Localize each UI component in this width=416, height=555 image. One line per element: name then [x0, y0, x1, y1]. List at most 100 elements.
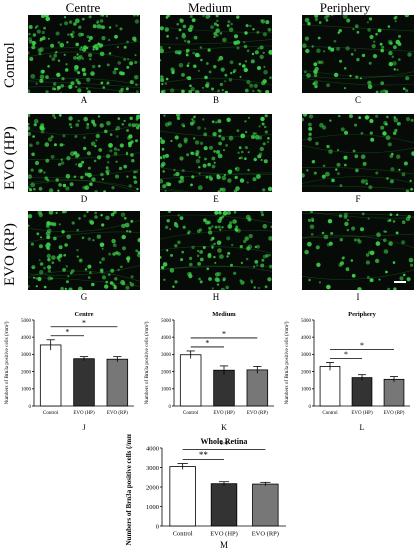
cell-dot [236, 46, 240, 50]
fibre [302, 69, 414, 77]
cell-dot [112, 243, 117, 248]
cell-dot [88, 15, 92, 19]
cell-dot [393, 16, 397, 20]
cell-dot [187, 62, 190, 65]
cell-dot [327, 219, 333, 224]
cell-dot [57, 85, 61, 90]
cell-dot [128, 143, 132, 148]
cell-dot [55, 31, 60, 36]
cell-dot [214, 277, 220, 282]
cell-dot [354, 24, 359, 29]
cell-dot [55, 211, 58, 214]
cell-dot [248, 233, 253, 239]
cell-dot [88, 219, 93, 223]
cell-dot [165, 153, 169, 158]
cell-dot [220, 67, 225, 72]
cell-dot [135, 249, 139, 253]
y-tick-label: 2000 [21, 370, 32, 375]
cell-dot [89, 271, 92, 275]
cell-dot [107, 273, 111, 276]
cell-dot [227, 178, 232, 183]
cell-dot [47, 65, 50, 68]
fibre [160, 89, 232, 93]
cell-dot [325, 19, 329, 22]
cell-dot [74, 85, 78, 89]
cell-dot [304, 36, 309, 41]
cell-dot [50, 43, 55, 48]
cell-dot [197, 185, 203, 191]
cell-dot [218, 55, 224, 61]
cell-dot [71, 30, 75, 34]
cell-dot [246, 246, 251, 251]
cell-dot [398, 58, 401, 61]
chart-title: Whole Retina [201, 437, 248, 446]
cell-dot [88, 35, 93, 41]
cell-dot [338, 29, 342, 33]
cell-dot [30, 74, 36, 79]
cell-dot [162, 154, 166, 158]
cell-dot [105, 154, 111, 159]
cell-dot [404, 15, 410, 18]
cell-dot [387, 25, 391, 28]
cell-dot [96, 43, 102, 49]
cell-dot [251, 135, 255, 139]
cell-dot [86, 77, 91, 82]
cell-dot [28, 174, 33, 179]
cell-dot [339, 59, 343, 63]
cell-dot [351, 273, 356, 278]
micrograph-g [28, 211, 140, 290]
cell-dot [28, 186, 30, 189]
cell-dot [231, 243, 234, 247]
cell-dot [117, 61, 121, 65]
cell-dot [410, 263, 414, 267]
cell-dot [302, 117, 304, 122]
cell-dot [227, 20, 231, 24]
cell-dot [216, 150, 220, 154]
cell-dot [134, 123, 139, 128]
y-tick-label: 4000 [161, 336, 172, 341]
cell-dot [160, 75, 163, 78]
cell-dot [219, 82, 224, 87]
cell-dot [398, 34, 401, 38]
cell-dot [115, 24, 118, 27]
cell-dot [262, 51, 265, 54]
cell-dot [56, 255, 61, 260]
cell-dot [34, 160, 40, 166]
cell-dot [234, 167, 237, 170]
cell-dot [160, 48, 164, 54]
cell-dot [73, 67, 79, 72]
cell-dot [127, 135, 132, 140]
cell-dot [126, 65, 130, 69]
cell-dot [205, 175, 209, 179]
cell-dot [263, 65, 266, 68]
cell-dot [403, 161, 408, 166]
cell-dot [60, 84, 64, 88]
cell-dot [236, 15, 240, 19]
cell-dot [43, 266, 46, 270]
cell-dot [180, 89, 185, 93]
cell-dot [173, 222, 179, 228]
cell-dot [135, 170, 138, 173]
cell-dot [87, 264, 92, 269]
cell-dot [112, 70, 117, 75]
cell-dot [160, 255, 162, 259]
cell-dot [313, 69, 318, 74]
cell-dot [410, 187, 413, 191]
cell-dot [317, 36, 321, 40]
cell-dot [67, 33, 70, 36]
cell-dot [186, 76, 189, 79]
cell-dot [336, 162, 341, 167]
cell-dot [40, 236, 42, 239]
cell-dot [131, 123, 136, 128]
cell-dot [401, 172, 406, 177]
cell-dot [333, 72, 339, 78]
cell-dot [57, 162, 62, 167]
cell-dot [43, 285, 47, 289]
cell-dot [196, 249, 200, 253]
cell-dot [217, 59, 220, 62]
cell-dot [328, 149, 333, 154]
x-tick-label: EVO (RP) [247, 411, 268, 416]
cell-dot [100, 214, 103, 217]
cell-dot [260, 19, 266, 24]
cell-dot [252, 89, 255, 93]
